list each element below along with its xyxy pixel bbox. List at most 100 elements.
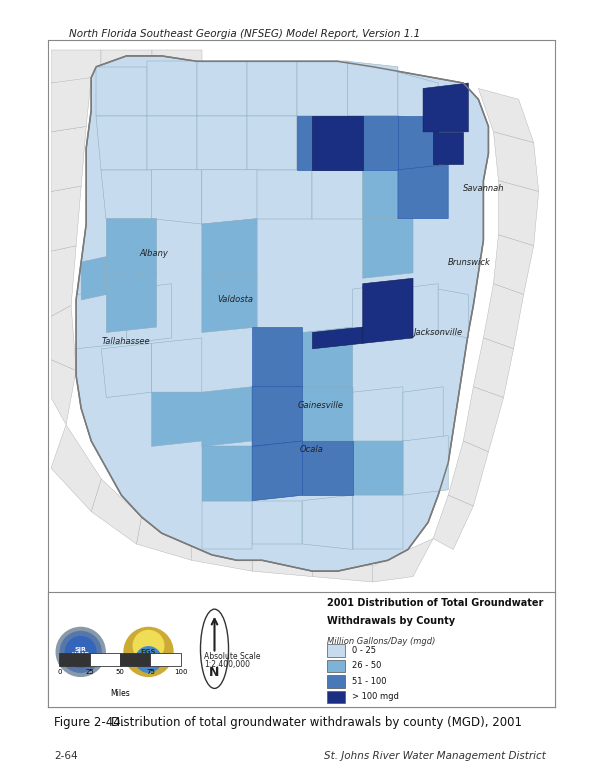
Polygon shape (398, 165, 448, 218)
Polygon shape (353, 441, 403, 495)
Polygon shape (51, 78, 91, 132)
Polygon shape (152, 338, 202, 392)
Polygon shape (51, 360, 76, 425)
Polygon shape (433, 495, 473, 549)
Polygon shape (473, 338, 514, 398)
Text: 1:2,400,000: 1:2,400,000 (204, 660, 250, 669)
Circle shape (136, 646, 161, 672)
Polygon shape (106, 273, 157, 333)
Polygon shape (302, 447, 353, 495)
Polygon shape (51, 51, 101, 83)
Polygon shape (298, 116, 347, 170)
Text: 26 - 50: 26 - 50 (352, 661, 382, 671)
Polygon shape (51, 246, 76, 316)
Polygon shape (463, 387, 503, 452)
Polygon shape (373, 538, 433, 582)
Text: 25: 25 (85, 669, 94, 674)
Polygon shape (247, 116, 298, 170)
Polygon shape (152, 51, 202, 67)
Bar (120, 653, 151, 666)
Text: N: N (209, 666, 220, 678)
Text: FGS: FGS (141, 649, 156, 655)
Polygon shape (101, 343, 152, 398)
Text: 0 - 25: 0 - 25 (352, 646, 376, 655)
Text: Brunswick: Brunswick (448, 257, 491, 267)
Polygon shape (252, 555, 313, 577)
Polygon shape (499, 181, 539, 246)
Polygon shape (347, 116, 398, 170)
Text: 51 - 100: 51 - 100 (352, 677, 387, 686)
Polygon shape (101, 51, 152, 72)
Polygon shape (353, 495, 403, 549)
Polygon shape (313, 327, 363, 349)
Polygon shape (152, 392, 202, 447)
Polygon shape (298, 61, 347, 116)
Polygon shape (202, 500, 252, 549)
Polygon shape (252, 441, 302, 500)
Text: Withdrawals by County: Withdrawals by County (327, 616, 455, 626)
Bar (90, 653, 120, 666)
Circle shape (60, 632, 101, 672)
Polygon shape (197, 116, 247, 170)
Polygon shape (252, 500, 302, 544)
Bar (151, 653, 181, 666)
Polygon shape (202, 273, 257, 333)
Polygon shape (298, 116, 347, 170)
Text: Jacksonville: Jacksonville (413, 328, 462, 337)
Polygon shape (398, 72, 438, 127)
Text: Figure 2-44.: Figure 2-44. (54, 716, 125, 730)
Circle shape (56, 627, 105, 677)
Text: Valdosta: Valdosta (217, 295, 253, 305)
Polygon shape (493, 235, 533, 294)
Polygon shape (423, 83, 469, 132)
Polygon shape (403, 387, 443, 441)
Text: Distribution of total groundwater withdrawals by county (MGD), 2001: Distribution of total groundwater withdr… (111, 716, 522, 730)
Polygon shape (76, 289, 127, 349)
Polygon shape (493, 132, 539, 191)
Polygon shape (363, 165, 413, 218)
Circle shape (133, 630, 164, 661)
Text: St. Johns River Water Management District: St. Johns River Water Management Distric… (324, 751, 546, 761)
Polygon shape (302, 441, 353, 495)
Text: North Florida Southeast Georgia (NFSEG) Model Report, Version 1.1: North Florida Southeast Georgia (NFSEG) … (69, 29, 420, 39)
Polygon shape (313, 560, 373, 582)
Text: 2001 Distribution of Total Groundwater: 2001 Distribution of Total Groundwater (327, 598, 544, 608)
Polygon shape (127, 284, 172, 343)
Text: Savannah: Savannah (463, 184, 505, 193)
Text: 75: 75 (146, 669, 155, 674)
Text: > 100 mgd: > 100 mgd (352, 692, 399, 702)
Text: 50: 50 (116, 669, 124, 674)
Polygon shape (302, 387, 353, 441)
Polygon shape (197, 61, 247, 116)
Polygon shape (252, 387, 302, 447)
Polygon shape (96, 116, 146, 170)
Polygon shape (353, 284, 393, 343)
Polygon shape (51, 186, 81, 251)
Polygon shape (247, 61, 298, 116)
Polygon shape (202, 447, 252, 500)
Polygon shape (76, 56, 488, 571)
Text: Miles: Miles (110, 689, 130, 699)
Polygon shape (313, 170, 363, 218)
Polygon shape (363, 278, 413, 343)
Polygon shape (146, 116, 197, 170)
Polygon shape (393, 284, 438, 338)
Polygon shape (433, 132, 463, 165)
Polygon shape (353, 441, 403, 495)
Polygon shape (448, 441, 488, 506)
Bar (59, 653, 90, 666)
Text: Absolute Scale: Absolute Scale (204, 652, 260, 661)
Polygon shape (202, 170, 257, 224)
Polygon shape (302, 327, 353, 392)
Polygon shape (81, 256, 106, 300)
Polygon shape (403, 436, 448, 495)
Polygon shape (146, 61, 197, 116)
Text: Tallahassee: Tallahassee (101, 337, 150, 347)
Polygon shape (51, 425, 101, 511)
Polygon shape (101, 170, 152, 218)
Polygon shape (152, 170, 202, 224)
Polygon shape (353, 387, 403, 447)
Text: Ocala: Ocala (300, 444, 324, 454)
Text: SJR
WMD: SJR WMD (71, 646, 90, 657)
Polygon shape (96, 67, 146, 116)
